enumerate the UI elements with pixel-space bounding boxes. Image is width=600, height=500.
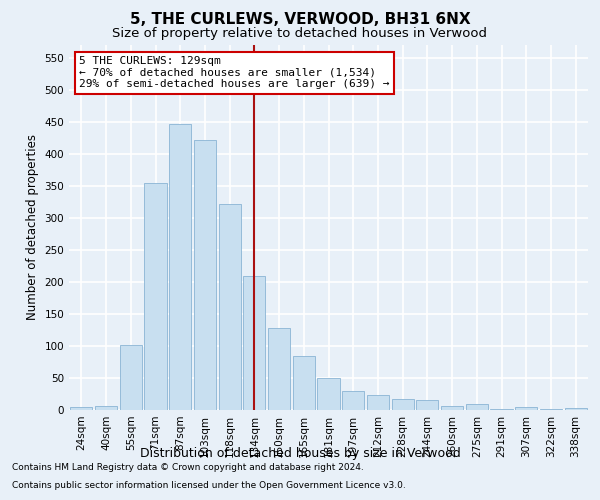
Bar (342, 392, 364, 410)
Text: Contains HM Land Registry data © Crown copyright and database right 2024.: Contains HM Land Registry data © Crown c… (12, 464, 364, 472)
Bar (95, 406, 117, 410)
Bar (119, 344, 142, 410)
Bar (145, 182, 167, 410)
Bar (243, 276, 265, 410)
Text: Contains public sector information licensed under the Open Government Licence v3: Contains public sector information licen… (12, 481, 406, 490)
Text: Size of property relative to detached houses in Verwood: Size of property relative to detached ho… (113, 28, 487, 40)
Bar (466, 404, 488, 410)
Bar (169, 124, 191, 410)
Bar (70, 408, 92, 410)
Y-axis label: Number of detached properties: Number of detached properties (26, 134, 39, 320)
Bar (268, 328, 290, 410)
Bar (367, 394, 389, 410)
Bar (565, 408, 587, 410)
Bar (218, 204, 241, 410)
Bar (317, 378, 340, 410)
Text: 5, THE CURLEWS, VERWOOD, BH31 6NX: 5, THE CURLEWS, VERWOOD, BH31 6NX (130, 12, 470, 28)
Bar (293, 356, 315, 410)
Bar (441, 406, 463, 410)
Bar (194, 140, 216, 410)
Bar (392, 399, 414, 410)
Text: 5 THE CURLEWS: 129sqm
← 70% of detached houses are smaller (1,534)
29% of semi-d: 5 THE CURLEWS: 129sqm ← 70% of detached … (79, 56, 390, 89)
Text: Distribution of detached houses by size in Verwood: Distribution of detached houses by size … (140, 448, 460, 460)
Bar (515, 407, 538, 410)
Bar (416, 400, 439, 410)
